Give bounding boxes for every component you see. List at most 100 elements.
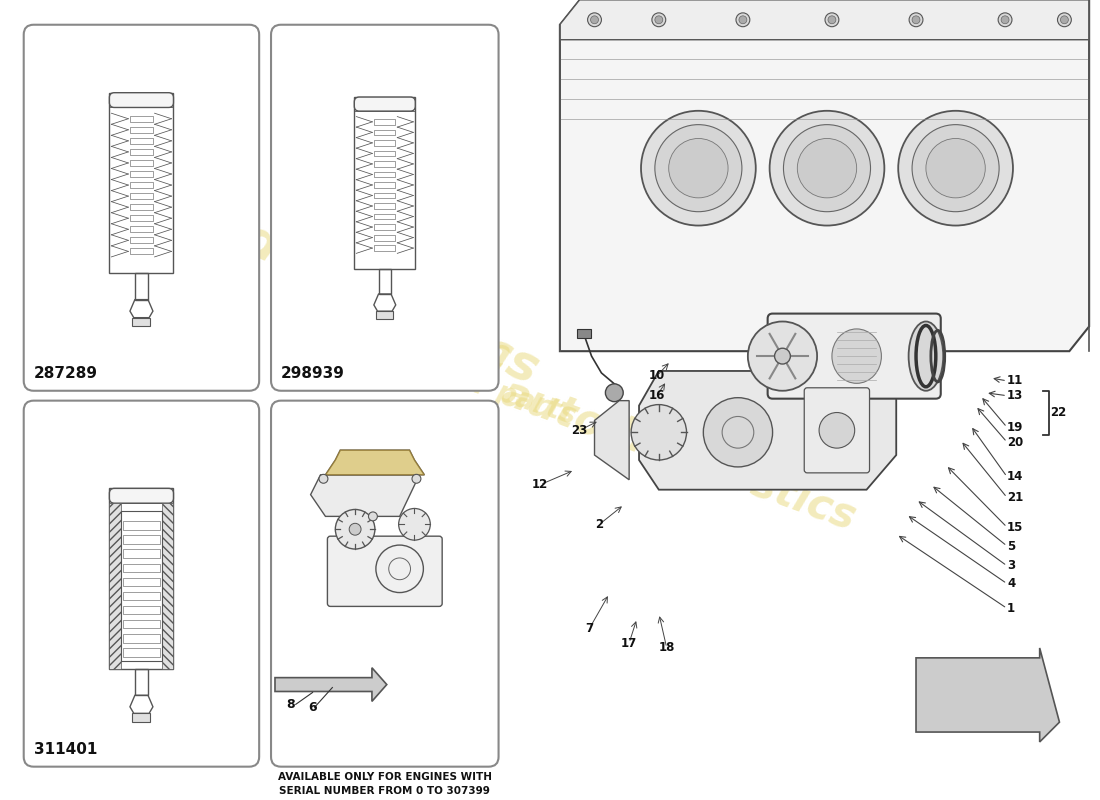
Circle shape: [998, 13, 1012, 26]
Circle shape: [926, 138, 986, 198]
Circle shape: [798, 138, 857, 198]
Circle shape: [398, 509, 430, 540]
Circle shape: [587, 13, 602, 26]
Polygon shape: [326, 450, 425, 475]
Text: 5: 5: [1006, 539, 1015, 553]
Circle shape: [652, 13, 666, 26]
Polygon shape: [916, 648, 1059, 742]
Text: 11: 11: [1006, 374, 1023, 387]
Bar: [123, 563, 160, 572]
Text: 2: 2: [595, 518, 604, 531]
Text: autodiagnostics: autodiagnostics: [495, 371, 861, 539]
Text: for parts: for parts: [441, 362, 580, 430]
Text: 17: 17: [621, 637, 637, 650]
Circle shape: [412, 474, 421, 483]
Circle shape: [641, 110, 756, 226]
Polygon shape: [560, 0, 1089, 39]
Bar: [131, 149, 153, 155]
FancyBboxPatch shape: [804, 388, 869, 473]
Circle shape: [631, 405, 686, 460]
Circle shape: [828, 16, 836, 24]
Circle shape: [739, 16, 747, 24]
FancyBboxPatch shape: [271, 401, 498, 766]
Text: 21: 21: [1006, 491, 1023, 504]
Bar: [121, 511, 162, 661]
Bar: [131, 160, 153, 166]
Circle shape: [909, 13, 923, 26]
Bar: [123, 521, 160, 530]
Bar: [131, 238, 153, 243]
Bar: [374, 182, 395, 188]
Bar: [131, 116, 153, 122]
Bar: [374, 130, 395, 135]
Text: 20: 20: [1006, 436, 1023, 449]
Bar: [123, 578, 160, 586]
FancyBboxPatch shape: [24, 25, 260, 390]
Circle shape: [669, 138, 728, 198]
Circle shape: [774, 348, 791, 364]
Bar: [354, 97, 416, 269]
Circle shape: [912, 125, 999, 212]
Bar: [131, 171, 153, 177]
Bar: [109, 93, 174, 274]
Circle shape: [349, 523, 361, 535]
Bar: [374, 193, 395, 198]
Text: 10: 10: [649, 370, 666, 382]
Text: 15: 15: [1006, 521, 1023, 534]
Bar: [109, 503, 121, 669]
Text: 19: 19: [1006, 421, 1023, 434]
Bar: [131, 127, 153, 133]
Ellipse shape: [832, 329, 881, 383]
Bar: [123, 592, 160, 600]
Text: 4: 4: [1006, 577, 1015, 590]
Bar: [374, 161, 395, 167]
Bar: [374, 150, 395, 156]
Ellipse shape: [748, 322, 817, 390]
Bar: [131, 248, 153, 254]
Text: 6: 6: [308, 702, 317, 714]
Text: 7: 7: [585, 622, 594, 634]
Polygon shape: [310, 475, 419, 516]
Bar: [374, 140, 395, 146]
Text: 13: 13: [1006, 389, 1023, 402]
Bar: [109, 488, 174, 669]
Bar: [374, 246, 395, 251]
Text: 311401: 311401: [34, 742, 97, 757]
Circle shape: [825, 13, 839, 26]
Polygon shape: [275, 668, 387, 702]
Ellipse shape: [909, 322, 943, 390]
FancyBboxPatch shape: [768, 314, 940, 398]
Text: autodiagnostics: autodiagnostics: [118, 160, 547, 394]
Bar: [374, 224, 395, 230]
Bar: [131, 204, 153, 210]
Bar: [135, 669, 149, 695]
Circle shape: [336, 510, 375, 549]
FancyBboxPatch shape: [24, 401, 260, 766]
Bar: [378, 269, 390, 294]
Bar: [374, 214, 395, 219]
Text: 23: 23: [572, 424, 587, 437]
Circle shape: [654, 16, 663, 24]
Text: 22: 22: [1050, 406, 1067, 419]
FancyBboxPatch shape: [354, 97, 416, 111]
Circle shape: [820, 413, 855, 448]
Text: 16: 16: [649, 389, 666, 402]
Bar: [132, 714, 151, 722]
Text: 14: 14: [1006, 470, 1023, 483]
Polygon shape: [560, 0, 1089, 351]
FancyBboxPatch shape: [109, 93, 174, 107]
Polygon shape: [639, 371, 896, 490]
Circle shape: [770, 110, 884, 226]
Bar: [374, 234, 395, 241]
Bar: [131, 138, 153, 144]
Bar: [132, 318, 151, 326]
Text: passion: passion: [346, 278, 516, 375]
Bar: [374, 119, 395, 125]
FancyBboxPatch shape: [109, 488, 174, 503]
Text: 287289: 287289: [34, 366, 98, 381]
Text: 8: 8: [286, 698, 295, 711]
Circle shape: [319, 474, 328, 483]
Bar: [131, 193, 153, 199]
FancyBboxPatch shape: [328, 536, 442, 606]
Bar: [123, 550, 160, 558]
